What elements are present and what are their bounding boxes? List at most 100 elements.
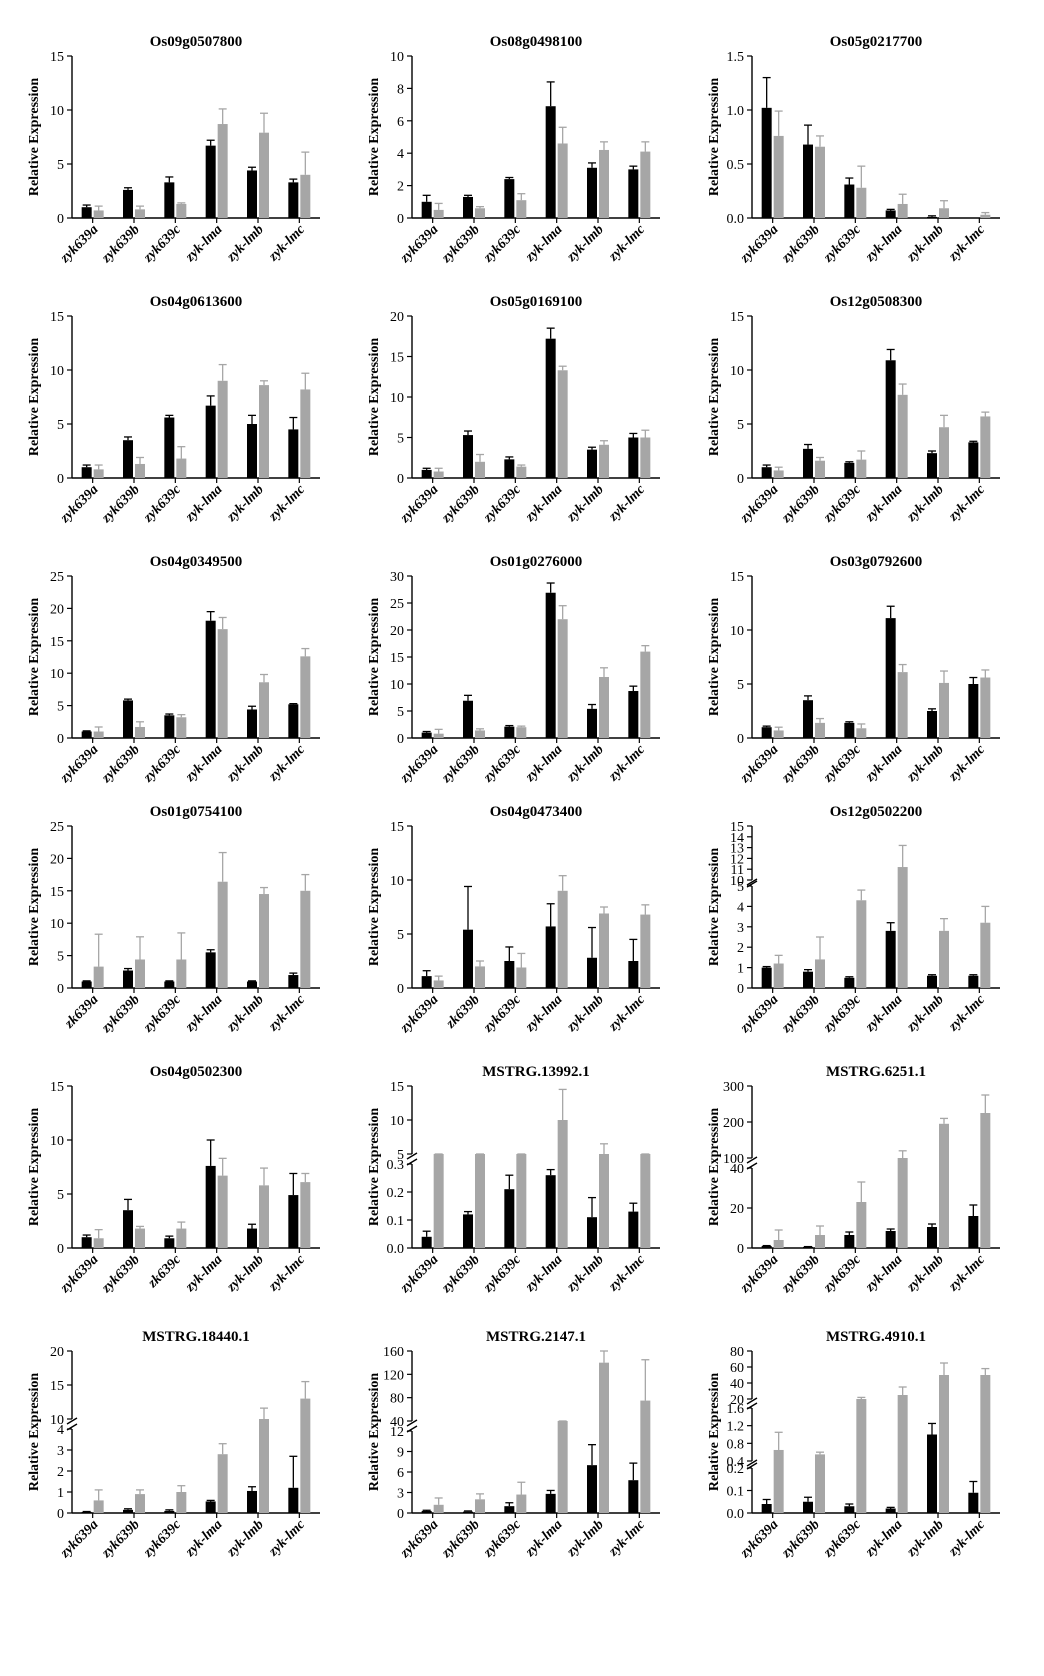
bar-series-2: [475, 1499, 485, 1513]
x-tick-label: zyk-lma: [862, 482, 905, 525]
x-tick-label: zyk639b: [99, 482, 143, 526]
y-tick-label: 2: [57, 1465, 64, 1480]
x-tick-label: zyk-lmb: [564, 1252, 607, 1295]
bar-series-1: [504, 1506, 515, 1513]
y-tick-label: 20: [730, 1202, 744, 1217]
x-tick-label: zyk639c: [820, 992, 864, 1036]
bar-series-2: [939, 427, 949, 478]
chart-panel: Os01g0276000 Relative Expression 0 5 10 15 20 2…: [367, 554, 660, 787]
x-tick-label: zyk-lmc: [266, 992, 309, 1035]
x-tick-label: zyk-lmc: [946, 742, 989, 785]
x-tick-label: zyk639a: [397, 992, 441, 1036]
bar-series-1: [205, 1165, 216, 1248]
x-tick-label: zyk-lmb: [564, 222, 607, 265]
x-tick-label: zyk-lmc: [606, 742, 649, 785]
y-tick-label: 10: [390, 50, 404, 65]
x-tick-label: zyk639b: [99, 992, 143, 1036]
bar-series-1: [288, 182, 299, 218]
bar-series-1: [761, 1504, 772, 1513]
x-tick-label: zyk-lma: [862, 1517, 905, 1560]
y-tick-label: 5: [57, 418, 64, 433]
x-tick-label: zyk-lma: [862, 992, 905, 1035]
axis-break-mark: [746, 1156, 758, 1170]
bar-series-2: [300, 656, 311, 738]
bar-series-2: [300, 1398, 311, 1513]
bar-series-2: [897, 203, 908, 218]
x-tick-label: zyk639c: [140, 222, 184, 266]
y-tick-label: 1.6: [727, 1402, 745, 1417]
bar-series-1: [247, 981, 257, 988]
bar-series-2: [300, 1182, 311, 1248]
bar-series-2: [135, 1228, 145, 1248]
bar-series-2: [433, 1504, 444, 1513]
bar-series-2: [217, 124, 228, 218]
x-tick-label: zyk-lmb: [224, 1517, 267, 1560]
bar-series-1: [803, 971, 813, 988]
x-tick-label: zk639a: [62, 992, 102, 1032]
bar-series-2: [856, 1399, 867, 1513]
bar-series-1: [247, 1228, 257, 1248]
y-tick-label: 9: [397, 1446, 404, 1461]
bar-series-2: [599, 149, 609, 218]
bar-series-1: [81, 981, 92, 988]
bar-series-1: [803, 700, 813, 738]
y-tick-label: 5: [397, 1148, 404, 1163]
bar-series-2: [135, 463, 145, 478]
bar-series-1: [927, 1434, 937, 1513]
y-tick-label: 4: [737, 900, 744, 915]
bar-series-1: [205, 952, 216, 988]
bar-series-2: [433, 209, 444, 218]
y-tick-label: 3: [57, 1444, 64, 1459]
x-tick-label: zyk-lma: [522, 222, 565, 265]
x-tick-label: zyk-lmc: [606, 482, 649, 525]
bar-series-1: [288, 429, 299, 478]
x-tick-label: zyk-lmc: [266, 742, 309, 785]
bar-series-2: [980, 416, 991, 478]
x-tick-label: zyk639a: [57, 742, 101, 786]
bar-series-1: [968, 684, 979, 738]
y-tick-label: 10: [390, 678, 404, 693]
bar-series-1: [803, 144, 813, 218]
chart-title: MSTRG.2147.1: [486, 1329, 586, 1345]
bar-series-1: [205, 405, 216, 478]
y-tick-label: 10: [390, 1114, 404, 1129]
y-tick-label: 0: [397, 472, 404, 487]
x-tick-label: zyk639b: [779, 742, 823, 786]
bar-series-1: [968, 442, 979, 478]
bar-series-1: [885, 1231, 896, 1248]
bar-series-2: [93, 210, 104, 218]
bar-series-2: [433, 733, 444, 738]
x-tick-label: zyk639a: [57, 1517, 101, 1561]
y-tick-label: 20: [390, 310, 404, 325]
y-tick-label: 15: [390, 651, 404, 666]
x-tick-label: zyk639a: [57, 222, 101, 266]
bar-series-2: [980, 1375, 991, 1513]
bar-series-1: [81, 731, 92, 738]
x-tick-label: zk639b: [443, 992, 483, 1032]
x-tick-label: zyk-lmc: [606, 1517, 649, 1560]
bar-series-1: [123, 700, 133, 738]
chart-title: Os05g0169100: [490, 294, 583, 310]
x-tick-label: zyk639b: [99, 222, 143, 266]
y-tick-label: 0: [57, 1242, 64, 1257]
bar-series-2: [259, 1419, 269, 1513]
bar-series-2: [939, 208, 949, 218]
chart-title: Os04g0349500: [150, 554, 243, 570]
bar-series-2: [640, 914, 651, 988]
bar-series-2: [897, 867, 908, 988]
x-tick-label: zyk-lmb: [904, 222, 947, 265]
bar-series-2: [300, 890, 311, 988]
bar-series-2: [599, 1362, 609, 1513]
bar-series-1: [421, 469, 432, 478]
bar-series-2: [93, 469, 104, 478]
bar-series-2: [815, 146, 825, 218]
bar-series-2: [897, 1395, 908, 1513]
bar-series-2: [939, 682, 949, 738]
y-tick-label: 15: [50, 1379, 64, 1394]
bar-series-1: [844, 1506, 855, 1513]
bar-series-1: [421, 976, 432, 988]
y-tick-label: 1.0: [727, 104, 745, 119]
chart-panel: MSTRG.4910.1 Relative Expression 0.0 0.1 0.2…: [707, 1329, 1000, 1562]
y-tick-label: 15: [730, 570, 744, 585]
